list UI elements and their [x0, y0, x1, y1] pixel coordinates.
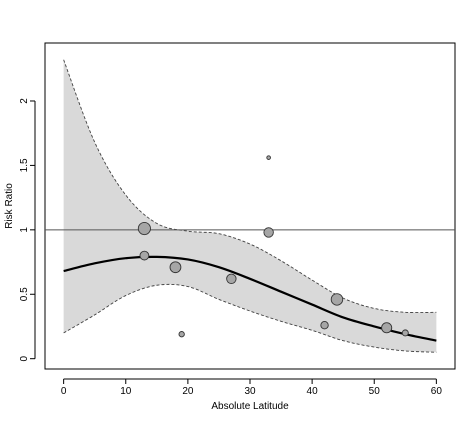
data-point	[139, 250, 150, 261]
data-point	[401, 329, 409, 337]
data-point	[381, 322, 393, 334]
ci-upper-line	[63, 59, 437, 314]
y-tick-label: 1.5	[19, 158, 30, 172]
x-axis-title: Absolute Latitude	[211, 401, 289, 412]
y-tick-label: 2	[19, 98, 30, 104]
x-tick-label: 0	[61, 386, 67, 397]
y-axis: 0 0.5 1 1.5 2	[19, 98, 36, 361]
x-tick-label: 30	[244, 386, 256, 397]
confidence-band-fill	[63, 59, 437, 353]
x-axis: 0 10 20 30 40 50 60	[61, 378, 443, 397]
x-tick-label: 50	[369, 386, 381, 397]
x-tick-label: 20	[182, 386, 194, 397]
data-point	[330, 293, 344, 306]
x-tick-label: 10	[120, 386, 132, 397]
x-tick-label: 40	[307, 386, 319, 397]
y-tick-label: 0.5	[19, 287, 30, 301]
data-point	[320, 321, 329, 330]
data-point	[263, 227, 274, 238]
x-tick-label: 60	[431, 386, 443, 397]
y-tick-label: 1	[19, 227, 30, 233]
plot-frame	[44, 42, 456, 370]
y-tick-label: 0	[19, 355, 30, 361]
y-axis-title: Risk Ratio	[4, 183, 15, 229]
data-point	[137, 221, 151, 236]
ci-lower-line	[63, 283, 437, 353]
data-point	[178, 331, 185, 338]
fit-line	[63, 255, 437, 342]
data-point	[266, 155, 271, 160]
fit-line-layer	[63, 255, 437, 342]
data-point	[169, 261, 182, 274]
confidence-band	[63, 59, 437, 353]
data-points	[137, 155, 409, 338]
data-point	[226, 273, 237, 284]
